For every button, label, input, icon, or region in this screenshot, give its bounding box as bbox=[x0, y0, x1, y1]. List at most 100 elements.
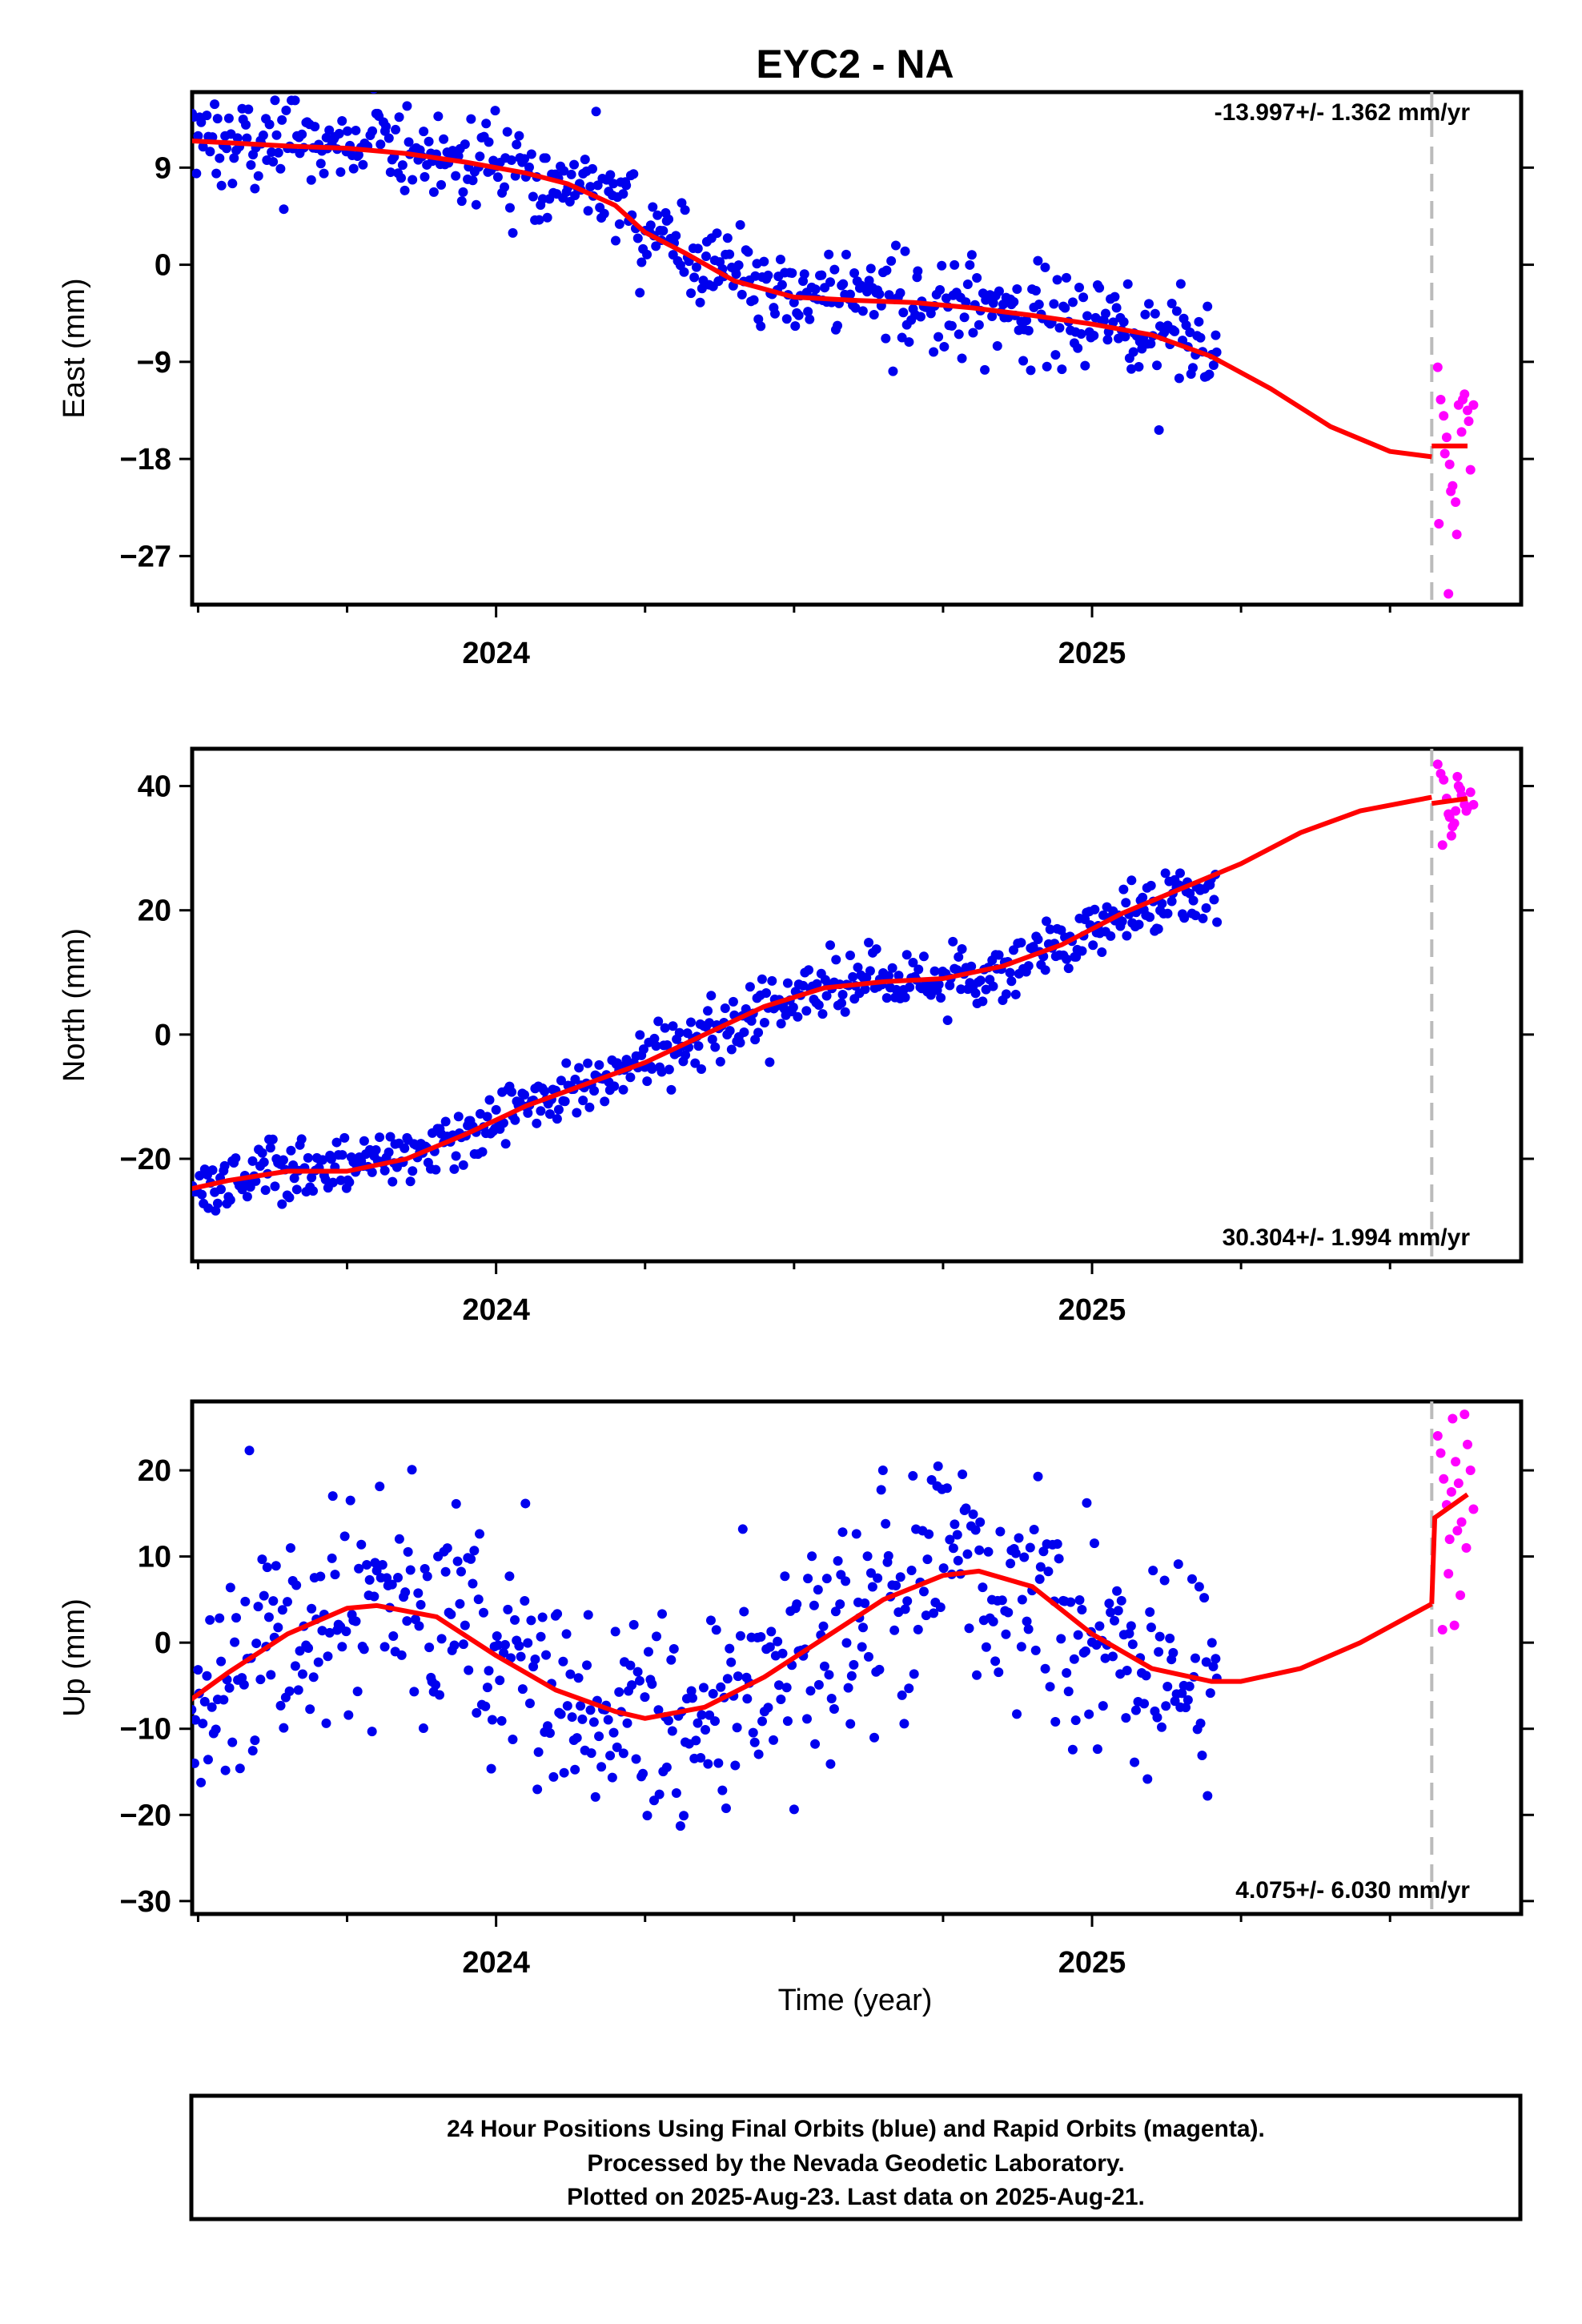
up-final-point bbox=[663, 1715, 673, 1726]
east-final-point bbox=[335, 167, 346, 177]
up-final-point bbox=[388, 1630, 399, 1641]
up-x-tick-label-2025: 2025 bbox=[1058, 1946, 1126, 1980]
up-final-point bbox=[733, 1671, 743, 1682]
north-final-point bbox=[1071, 951, 1082, 962]
north-final-point bbox=[837, 998, 847, 1008]
up-final-point bbox=[215, 1613, 225, 1623]
up-final-point bbox=[583, 1610, 593, 1620]
up-final-point bbox=[1014, 1533, 1024, 1543]
up-final-point bbox=[250, 1735, 260, 1746]
up-final-point bbox=[1043, 1566, 1054, 1577]
east-final-point bbox=[926, 308, 936, 319]
north-final-point bbox=[552, 1114, 562, 1124]
east-final-point bbox=[1094, 283, 1105, 293]
north-rapid-point bbox=[1446, 830, 1456, 841]
up-final-point bbox=[240, 1596, 251, 1606]
east-rapid-point bbox=[1441, 432, 1452, 443]
north-final-point bbox=[197, 1189, 207, 1200]
up-final-point bbox=[792, 1599, 802, 1610]
north-final-point bbox=[215, 1184, 226, 1195]
east-final-point bbox=[460, 139, 470, 150]
east-final-point bbox=[679, 267, 689, 277]
north-rapid-point bbox=[1439, 774, 1449, 785]
up-final-point bbox=[567, 1712, 577, 1723]
up-final-point bbox=[1113, 1606, 1123, 1616]
east-final-point bbox=[559, 166, 569, 176]
up-final-point bbox=[721, 1803, 731, 1814]
north-final-point bbox=[776, 1019, 786, 1029]
up-plot-frame bbox=[190, 1399, 1524, 1916]
north-panel: 2024 2025 40 20 0 −20 North (mm) 30.304+/- 1.99… bbox=[58, 746, 1534, 1327]
north-final-point bbox=[270, 1181, 280, 1192]
up-final-point bbox=[475, 1529, 485, 1539]
east-final-point bbox=[632, 233, 643, 243]
north-final-point bbox=[765, 1057, 775, 1068]
east-final-point bbox=[1098, 316, 1109, 326]
north-final-point bbox=[954, 951, 964, 962]
up-final-point bbox=[693, 1718, 703, 1728]
up-final-point bbox=[273, 1622, 283, 1633]
up-final-point bbox=[849, 1659, 859, 1670]
east-final-point bbox=[370, 92, 378, 94]
east-final-point bbox=[367, 126, 378, 136]
east-final-point bbox=[1067, 297, 1078, 308]
up-final-point bbox=[1184, 1681, 1195, 1691]
east-final-point bbox=[689, 272, 700, 283]
up-final-point bbox=[1208, 1662, 1219, 1672]
up-final-point bbox=[906, 1566, 917, 1576]
up-final-point bbox=[455, 1598, 465, 1609]
north-final-point bbox=[801, 1006, 812, 1016]
north-final-point bbox=[560, 1096, 570, 1107]
up-final-point bbox=[895, 1572, 905, 1582]
east-final-point bbox=[614, 219, 624, 229]
up-final-point bbox=[926, 1475, 937, 1486]
up-final-point bbox=[268, 1596, 279, 1606]
east-final-point bbox=[966, 250, 977, 260]
x-axis-label: Time (year) bbox=[778, 1984, 933, 2017]
east-final-point bbox=[211, 168, 222, 179]
east-x-ticks bbox=[196, 605, 1391, 617]
east-final-point bbox=[1185, 328, 1195, 338]
north-final-point bbox=[1023, 961, 1034, 971]
east-final-point bbox=[1089, 330, 1099, 340]
up-final-point bbox=[902, 1596, 913, 1606]
east-final-point bbox=[358, 159, 368, 170]
east-final-point bbox=[1042, 361, 1052, 372]
north-rapid-point bbox=[1443, 809, 1454, 819]
north-final-point bbox=[1160, 868, 1170, 879]
east-final-point bbox=[297, 129, 307, 139]
east-final-point bbox=[737, 289, 747, 300]
east-rapid-point bbox=[1439, 411, 1449, 421]
north-final-point bbox=[453, 1112, 464, 1122]
east-final-point bbox=[420, 171, 430, 182]
north-final-point bbox=[726, 1044, 737, 1055]
up-final-point bbox=[877, 1466, 888, 1476]
east-final-point bbox=[838, 279, 849, 289]
up-final-point bbox=[362, 1560, 372, 1570]
up-final-point bbox=[351, 1616, 361, 1626]
up-final-point bbox=[1001, 1629, 1011, 1639]
up-final-point bbox=[562, 1701, 572, 1711]
up-final-point bbox=[883, 1550, 893, 1561]
north-final-point bbox=[335, 1175, 346, 1185]
up-final-point bbox=[205, 1614, 215, 1625]
east-final-point bbox=[1118, 317, 1129, 328]
east-final-point bbox=[658, 226, 669, 236]
east-final-point bbox=[725, 249, 735, 259]
up-final-point bbox=[295, 1646, 305, 1656]
up-final-point bbox=[1152, 1712, 1162, 1723]
north-y-axis-label: North (mm) bbox=[58, 928, 91, 1082]
east-final-point bbox=[611, 235, 621, 246]
up-final-point bbox=[933, 1461, 943, 1471]
up-rapid-point bbox=[1449, 1620, 1460, 1630]
up-final-point bbox=[345, 1495, 355, 1506]
north-rapid-point bbox=[1456, 784, 1466, 794]
north-model-curve bbox=[192, 794, 1432, 1192]
north-final-point bbox=[761, 987, 772, 998]
east-final-point bbox=[1204, 369, 1215, 380]
up-final-point bbox=[1073, 1630, 1083, 1640]
east-final-point bbox=[1049, 299, 1059, 309]
north-rapid-point bbox=[1452, 771, 1463, 782]
east-rapid-point bbox=[1434, 518, 1444, 529]
up-final-point bbox=[603, 1715, 613, 1725]
